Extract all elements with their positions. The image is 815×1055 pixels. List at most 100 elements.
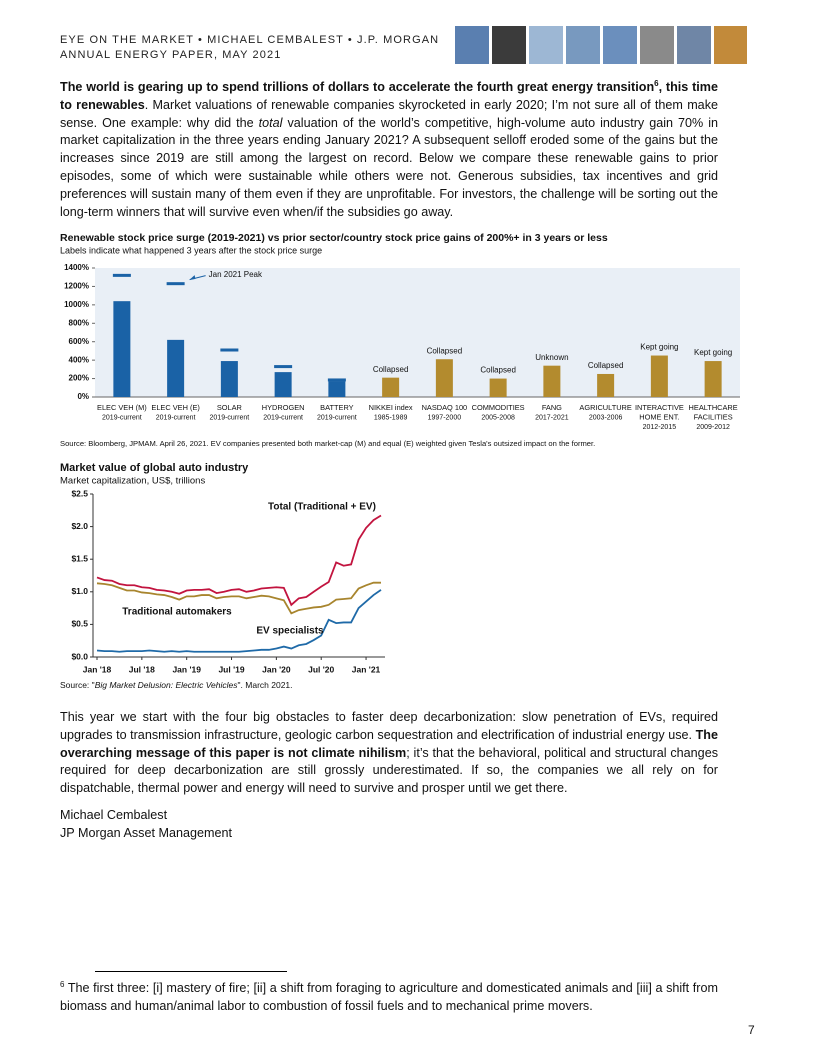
chart-title: Renewable stock price surge (2019-2021) … bbox=[60, 232, 608, 244]
x-tick-label: Jan '20 bbox=[262, 664, 291, 674]
thumb bbox=[603, 26, 637, 64]
footnote-text: The first three: [i] mastery of fire; [i… bbox=[60, 981, 718, 1013]
series-label: EV specialists bbox=[256, 626, 324, 637]
footnote: 6 The first three: [i] mastery of fire; … bbox=[60, 980, 718, 1016]
header-line: EYE ON THE MARKET • MICHAEL CEMBALEST • … bbox=[60, 34, 440, 46]
x-tick-sublabel: 2005-2008 bbox=[481, 414, 515, 421]
x-tick-label: Jan '18 bbox=[83, 664, 112, 674]
x-tick-label: NASDAQ 100 bbox=[422, 403, 468, 412]
x-tick-label: BATTERY bbox=[320, 403, 353, 412]
x-tick-sublabel: 2019-current bbox=[156, 414, 196, 421]
x-tick-sublabel: 2009-2012 bbox=[696, 424, 730, 431]
bold-text: The overarching message of this paper is… bbox=[60, 727, 718, 760]
x-tick-label: COMMODITIES bbox=[472, 403, 525, 412]
bar-annotation: Collapsed bbox=[427, 346, 463, 355]
bar bbox=[704, 361, 722, 397]
peak-marker bbox=[112, 273, 131, 277]
x-tick-label: Jul '18 bbox=[129, 664, 155, 674]
x-tick-sublabel: 2017-2021 bbox=[535, 414, 569, 421]
bar bbox=[220, 361, 238, 397]
legend-label: Jan 2021 Peak bbox=[209, 270, 263, 279]
y-tick-label: $2.0 bbox=[71, 521, 88, 531]
y-tick-label: 600% bbox=[69, 337, 89, 346]
peak-marker bbox=[327, 378, 346, 382]
header-images bbox=[455, 26, 747, 64]
bar bbox=[597, 373, 615, 397]
x-tick-label: Jul '19 bbox=[218, 664, 244, 674]
bar bbox=[113, 301, 131, 397]
x-tick-label: HEALTHCARE FACILITIES bbox=[689, 403, 738, 422]
y-tick-label: 800% bbox=[69, 318, 89, 327]
bar bbox=[382, 377, 400, 397]
text: This year we start with the four big obs… bbox=[60, 710, 718, 742]
x-tick-label: Jan '21 bbox=[352, 664, 381, 674]
thumb bbox=[455, 26, 489, 64]
x-tick-sublabel: 1997-2000 bbox=[428, 414, 462, 421]
series-line bbox=[96, 581, 381, 615]
bar bbox=[274, 372, 292, 397]
x-tick-sublabel: 2019-current bbox=[102, 414, 142, 421]
series-label: Total (Traditional + EV) bbox=[268, 502, 376, 513]
peak-marker bbox=[220, 348, 239, 352]
footnote-mark: 6 bbox=[60, 979, 65, 989]
bar bbox=[167, 339, 185, 397]
source-part: Big Market Delusion: Electric Vehicles bbox=[95, 680, 239, 690]
thumb bbox=[529, 26, 563, 64]
bar bbox=[543, 365, 561, 397]
page-number: 7 bbox=[748, 1023, 755, 1037]
thumb bbox=[566, 26, 600, 64]
y-tick-label: $1.0 bbox=[71, 586, 88, 596]
x-tick-sublabel: 2012-2015 bbox=[643, 424, 677, 431]
bar-annotation: Collapsed bbox=[373, 365, 409, 374]
y-tick-label: 400% bbox=[69, 355, 89, 364]
x-tick-label: INTERACTIVE HOME ENT. bbox=[635, 403, 684, 422]
x-tick-label: Jan '19 bbox=[172, 664, 201, 674]
peak-marker bbox=[274, 365, 293, 369]
y-tick-label: 200% bbox=[69, 374, 89, 383]
bar bbox=[328, 381, 346, 397]
chart-source: Source: "Big Market Delusion: Electric V… bbox=[60, 680, 293, 690]
thumb bbox=[640, 26, 674, 64]
header-line: ANNUAL ENERGY PAPER, MAY 2021 bbox=[60, 49, 282, 61]
x-tick-label: Jul '20 bbox=[308, 664, 334, 674]
thumb bbox=[714, 26, 747, 64]
x-tick-sublabel: 2019-current bbox=[263, 414, 303, 421]
series-line bbox=[96, 514, 382, 607]
signature-org: JP Morgan Asset Management bbox=[60, 826, 232, 840]
bar bbox=[435, 359, 453, 397]
chart-subtitle: Market capitalization, US$, trillions bbox=[60, 476, 205, 487]
closing-paragraph: This year we start with the four big obs… bbox=[60, 709, 718, 798]
bar-annotation: Collapsed bbox=[588, 361, 624, 370]
y-tick-label: 1200% bbox=[64, 282, 89, 291]
bold-text: , this time to renewables bbox=[60, 80, 718, 112]
peak-arrowhead bbox=[189, 275, 196, 280]
bar-annotation: Unknown bbox=[535, 353, 568, 362]
intro-paragraph: The world is gearing up to spend trillio… bbox=[60, 79, 718, 221]
source-part: ". March 2021. bbox=[238, 680, 293, 690]
y-tick-label: $0.5 bbox=[71, 619, 88, 629]
x-tick-label: HYDROGEN bbox=[262, 403, 305, 412]
bar bbox=[650, 355, 668, 397]
text: . Market valuations of renewable compani… bbox=[60, 97, 718, 130]
thumb bbox=[677, 26, 711, 64]
bar-annotation: Collapsed bbox=[480, 366, 516, 375]
bar bbox=[489, 378, 507, 397]
chart-title: Market value of global auto industry bbox=[60, 462, 249, 474]
x-tick-sublabel: 2003-2006 bbox=[589, 414, 623, 421]
x-tick-label: ELEC VEH (E) bbox=[151, 403, 199, 412]
thumb bbox=[492, 26, 526, 64]
chart-source: Source: Bloomberg, JPMAM. April 26, 2021… bbox=[60, 439, 595, 448]
bar-chart: Renewable stock price surge (2019-2021) … bbox=[60, 232, 740, 448]
plot-area bbox=[95, 268, 740, 397]
y-tick-label: 0% bbox=[77, 392, 89, 401]
text: valuation of the world’s competitive, hi… bbox=[60, 115, 718, 219]
y-tick-label: $2.5 bbox=[71, 488, 88, 498]
signature-name: Michael Cembalest bbox=[60, 808, 168, 822]
source-part: Source: " bbox=[60, 680, 95, 690]
footnote-rule bbox=[95, 971, 287, 972]
x-tick-sublabel: 2019-current bbox=[210, 414, 250, 421]
x-tick-sublabel: 1985-1989 bbox=[374, 414, 408, 421]
x-tick-label: AGRICULTURE bbox=[579, 403, 631, 412]
x-tick-label: ELEC VEH (M) bbox=[97, 403, 147, 412]
